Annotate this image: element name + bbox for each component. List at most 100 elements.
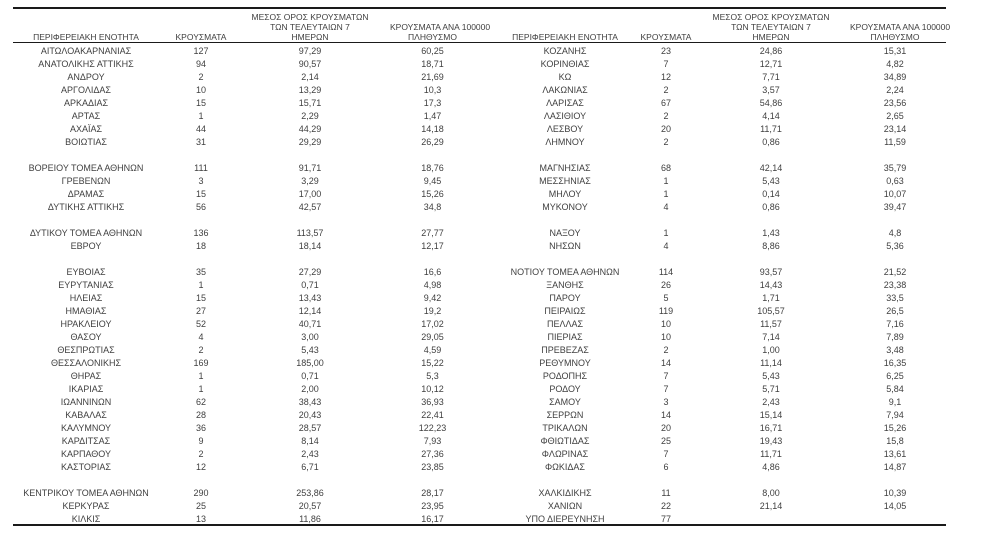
- table-row: ΘΑΣΟΥ 4 3,00 29,05: [0, 331, 475, 344]
- avg7-cell: 2,29: [301, 111, 319, 121]
- header-row: ΠΕΡΙΦΕΡΕΙΑΚΗ ΕΝΟΤΗΤΑ ΚΡΟΥΣΜΑΤΑ ΜΕΣΟΣ ΟΡΟ…: [0, 8, 490, 45]
- table-row: ΚΑΛΥΜΝΟΥ 36 28,57 122,23: [0, 422, 475, 435]
- table-row: ΙΩΑΝΝΙΝΩΝ 62 38,43 36,93: [0, 396, 475, 409]
- table-row: ΣΕΡΡΩΝ 14 15,14 7,94: [490, 409, 940, 422]
- region-cell: [0, 149, 172, 162]
- cases-cell: 68: [660, 163, 671, 173]
- column-header-per100k: ΚΡΟΥΣΜΑΤΑ ΑΝΑ 100000 ΠΛΗΘΥΣΜΟ: [390, 8, 490, 45]
- per100k-cell: 18,71: [421, 59, 444, 69]
- per100k-cell: 60,25: [421, 46, 444, 56]
- per100k-cell: 6,25: [886, 371, 904, 381]
- cases-cell: 18: [195, 241, 206, 251]
- cases-cell: 14: [660, 410, 671, 420]
- region-cell: ΔΡΑΜΑΣ: [67, 189, 105, 199]
- per100k-cell: 39,47: [883, 202, 907, 212]
- avg7-cell: 11,71: [760, 449, 782, 459]
- per100k-cell: 16,17: [421, 514, 444, 524]
- avg7-cell: 8,00: [762, 488, 780, 498]
- cases-cell: 114: [658, 267, 674, 277]
- per100k-cell: 35,79: [883, 163, 907, 173]
- cases-cell: 3: [663, 397, 669, 407]
- region-cell: ΤΡΙΚΑΛΩΝ: [542, 423, 588, 433]
- avg7-cell: 54,86: [759, 98, 783, 108]
- avg7-cell: 14,43: [759, 280, 783, 290]
- cases-cell: 12: [660, 72, 671, 82]
- region-cell: ΝΗΣΩΝ: [549, 241, 581, 251]
- avg7-cell: [692, 214, 850, 227]
- table-row: ΑΝΑΤΟΛΙΚΗΣ ΑΤΤΙΚΗΣ 94 90,57 18,71: [0, 58, 475, 71]
- table-row: ΝΗΣΩΝ 4 8,86 5,36: [490, 240, 940, 253]
- per100k-cell: 22,41: [421, 410, 444, 420]
- table-row: ΞΑΝΘΗΣ 26 14,43 23,38: [490, 279, 940, 292]
- table-row: ΜΥΚΟΝΟΥ 4 0,86 39,47: [490, 201, 940, 214]
- region-cell: ΘΑΣΟΥ: [70, 332, 102, 342]
- table-row: ΑΡΤΑΣ 1 2,29 1,47: [0, 110, 475, 123]
- column-header-region-label: ΠΕΡΙΦΕΡΕΙΑΚΗ ΕΝΟΤΗΤΑ: [33, 32, 139, 42]
- region-cell: ΝΟΤΙΟΥ ΤΟΜΕΑ ΑΘΗΝΩΝ: [510, 267, 620, 277]
- table-row: ΗΜΑΘΙΑΣ 27 12,14 19,2: [0, 305, 475, 318]
- spacer-row: [490, 253, 940, 266]
- avg7-cell: 20,57: [298, 501, 322, 511]
- table-row: ΗΛΕΙΑΣ 15 13,43 9,42: [0, 292, 475, 305]
- column-header-avg7-line1: ΜΕΣΟΣ ΟΡΟΣ ΚΡΟΥΣΜΑΤΩΝ: [251, 12, 369, 22]
- per100k-cell: 2,65: [886, 111, 904, 121]
- table-row: ΓΡΕΒΕΝΩΝ 3 3,29 9,45: [0, 175, 475, 188]
- per100k-cell: 15,26: [421, 189, 444, 199]
- per100k-cell: 27,36: [421, 449, 444, 459]
- region-cell: [490, 474, 640, 487]
- avg7-cell: 7,14: [762, 332, 780, 342]
- avg7-cell: 29,29: [298, 137, 322, 147]
- cases-cell: 1: [198, 371, 204, 381]
- per100k-cell: 5,84: [886, 384, 904, 394]
- cases-cell: [172, 474, 230, 487]
- table-row: ΣΑΜΟΥ 3 2,43 9,1: [490, 396, 940, 409]
- spacer-row: [490, 474, 940, 487]
- avg7-cell: 12,71: [759, 59, 783, 69]
- avg7-cell: 7,71: [762, 72, 780, 82]
- region-cell: ΕΥΡΥΤΑΝΙΑΣ: [58, 280, 114, 290]
- avg7-cell: 11,86: [299, 514, 321, 524]
- column-header-cases: ΚΡΟΥΣΜΑΤΑ: [640, 8, 692, 45]
- per100k-cell: [850, 214, 940, 227]
- cases-cell: [640, 474, 692, 487]
- cases-cell: 4: [663, 241, 669, 251]
- avg7-cell: [692, 149, 850, 162]
- per100k-cell: 26,5: [886, 306, 904, 316]
- region-cell: [0, 253, 172, 266]
- avg7-cell: 8,14: [301, 436, 319, 446]
- table-row: ΘΕΣΠΡΩΤΙΑΣ 2 5,43 4,59: [0, 344, 475, 357]
- cases-cell: 9: [198, 436, 204, 446]
- cases-cell: 111: [194, 163, 208, 173]
- region-cell: ΠΙΕΡΙΑΣ: [547, 332, 583, 342]
- avg7-cell: 24,86: [759, 46, 783, 56]
- avg7-cell: 2,43: [762, 397, 780, 407]
- avg7-cell: 97,29: [298, 46, 322, 56]
- per100k-cell: 15,8: [886, 436, 904, 446]
- cases-cell: [640, 214, 692, 227]
- avg7-cell: 42,14: [759, 163, 783, 173]
- cases-cell: 52: [195, 319, 206, 329]
- region-cell: ΡΕΘΥΜΝΟΥ: [539, 358, 591, 368]
- region-cell: ΛΑΚΩΝΙΑΣ: [542, 85, 588, 95]
- cases-cell: 31: [195, 137, 206, 147]
- cases-cell: 1: [663, 189, 669, 199]
- cases-cell: 1: [198, 384, 204, 394]
- per100k-cell: 10,12: [421, 384, 444, 394]
- avg7-cell: 11,71: [760, 124, 782, 134]
- per100k-cell: 5,36: [886, 241, 904, 251]
- region-cell: ΠΕΙΡΑΙΩΣ: [544, 306, 586, 316]
- table-row: ΡΟΔΟΥ 7 5,71 5,84: [490, 383, 940, 396]
- column-header-cases-label: ΚΡΟΥΣΜΑΤΑ: [175, 32, 227, 42]
- region-cell: ΓΡΕΒΕΝΩΝ: [61, 176, 111, 186]
- cases-cell: 35: [195, 267, 206, 277]
- cases-cell: 10: [195, 85, 206, 95]
- cases-cell: 4: [663, 202, 669, 212]
- region-cell: ΚΑΡΠΑΘΟΥ: [60, 449, 112, 459]
- region-cell: ΘΗΡΑΣ: [70, 371, 102, 381]
- avg7-cell: 185,00: [296, 358, 324, 368]
- cases-cell: 2: [663, 137, 669, 147]
- per100k-cell: 18,76: [421, 163, 444, 173]
- per100k-cell: 33,5: [886, 293, 904, 303]
- per100k-cell: 4,98: [423, 280, 442, 290]
- avg7-cell: 17,00: [298, 189, 322, 199]
